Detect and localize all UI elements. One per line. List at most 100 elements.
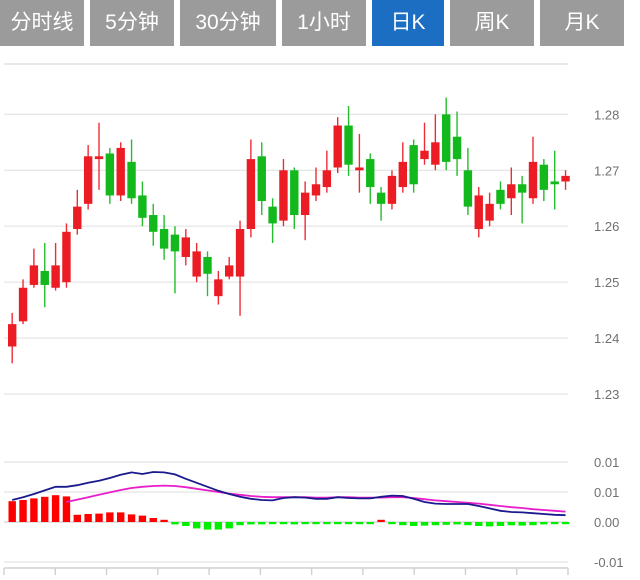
macd-histogram-bar [431, 522, 440, 526]
candle-body [159, 229, 169, 249]
macd-histogram-bar [475, 522, 483, 526]
candle-body [311, 184, 321, 196]
price-tick-label: 1.27 [594, 163, 619, 178]
candle-body [290, 170, 299, 216]
macd-histogram-bar [323, 522, 331, 525]
candle-body [279, 170, 288, 221]
candle-body [127, 161, 136, 199]
price-tick-label: 1.23 [594, 387, 619, 402]
timeframe-tab-bar: 分时线 5分钟 30分钟 1小时 日K 周K 月K [0, 0, 640, 48]
macd-histogram-bar [236, 522, 244, 526]
candle-body [409, 145, 418, 185]
candle-body [18, 287, 28, 322]
macd-histogram-bar [290, 522, 298, 525]
macd-histogram-bar [117, 512, 125, 522]
candle-body [83, 156, 93, 204]
macd-histogram-bar [312, 522, 320, 525]
timeframe-tab-label: 月K [564, 11, 600, 34]
macd-histogram-bar [529, 522, 537, 526]
macd-histogram-bar [171, 522, 179, 525]
price-tick-label: 1.28 [594, 107, 619, 122]
candle-body [235, 229, 245, 277]
macd-histogram-bar [203, 522, 212, 530]
macd-tick-label: 0.01 [594, 455, 619, 470]
candle-body [463, 170, 473, 207]
timeframe-tab-6[interactable]: 月K [540, 0, 624, 46]
candle-body [214, 279, 223, 297]
timeframe-tab-label: 周K [474, 11, 510, 34]
candle-body [73, 206, 82, 230]
macd-histogram-bar [268, 522, 277, 525]
candle-body [322, 170, 332, 188]
macd-histogram-bar [127, 514, 136, 522]
timeframe-tab-2[interactable]: 30分钟 [180, 0, 276, 46]
macd-histogram-bar [225, 522, 233, 529]
candle-body [203, 256, 212, 274]
macd-gridlines [4, 461, 568, 563]
macd-histogram-bar [149, 518, 157, 522]
macd-histogram-bar [366, 522, 374, 525]
candle-body [376, 192, 386, 204]
macd-histogram-bar [540, 522, 548, 525]
macd-histogram-bar [19, 500, 27, 522]
price-and-macd-chart: 1.28 1.27 1.26 1.25 1.24 1.23 0.01 0.01 0.00 -0.… [3, 63, 624, 575]
macd-axis-labels: 0.01 0.01 0.00 -0.01 [594, 455, 624, 570]
candle-body [431, 142, 440, 165]
macd-histogram-bar [214, 522, 223, 530]
timeframe-tab-label: 5分钟 [105, 11, 159, 34]
price-tick-label: 1.24 [594, 331, 619, 346]
macd-histogram-bar [106, 512, 114, 522]
macd-histogram-bar [551, 522, 559, 525]
macd-histogram-bar [518, 522, 526, 526]
macd-histogram-bar [301, 522, 309, 525]
candle-body [29, 265, 39, 285]
candle-body [225, 265, 234, 277]
macd-histogram-bar [409, 522, 418, 526]
macd-histogram-bar [464, 522, 472, 526]
timeframe-tab-1[interactable]: 5分钟 [90, 0, 174, 46]
macd-histogram-bar [160, 519, 168, 522]
price-axis-labels: 1.28 1.27 1.26 1.25 1.24 1.23 [594, 107, 619, 402]
x-axis [3, 567, 569, 575]
candle-body [333, 125, 342, 168]
candle-body [442, 114, 451, 162]
timeframe-tab-label: 30分钟 [195, 11, 261, 34]
candlestick-series [8, 97, 570, 364]
macd-histogram-bar [8, 501, 16, 522]
chart-container: 1.28 1.27 1.26 1.25 1.24 1.23 0.01 0.01 0.00 -0.… [0, 48, 640, 580]
macd-histogram-bar [453, 522, 461, 525]
macd-tick-label: 0.00 [594, 515, 619, 530]
macd-histogram-bar [84, 514, 92, 522]
candle-body [62, 231, 71, 283]
candle-body [355, 167, 364, 171]
price-gridlines [4, 63, 568, 395]
candle-body [138, 195, 147, 218]
macd-histogram-bar [344, 522, 353, 525]
candle-body [485, 203, 494, 221]
timeframe-tab-0[interactable]: 分时线 [0, 0, 84, 46]
timeframe-tab-3[interactable]: 1小时 [282, 0, 366, 46]
candle-body [105, 153, 115, 196]
candle-body [387, 175, 397, 204]
macd-histogram [8, 495, 570, 530]
candle-body [51, 265, 60, 288]
candle-body [474, 195, 483, 230]
candle-body [398, 161, 407, 188]
macd-histogram-bar [377, 519, 385, 522]
macd-tick-label: -0.01 [594, 555, 624, 570]
macd-histogram-bar [334, 522, 342, 525]
candle-body [300, 192, 310, 216]
timeframe-tab-5[interactable]: 周K [450, 0, 534, 46]
macd-dea-line [66, 484, 566, 513]
timeframe-tab-label: 分时线 [10, 11, 74, 34]
candle-body [420, 150, 429, 160]
macd-histogram-bar [182, 522, 190, 526]
candle-body [246, 159, 256, 230]
candle-body [181, 237, 190, 257]
candle-body [452, 136, 462, 160]
macd-histogram-bar [51, 495, 60, 522]
price-tick-label: 1.26 [594, 219, 619, 234]
timeframe-tab-4[interactable]: 日K [372, 0, 444, 46]
macd-histogram-bar [561, 522, 570, 525]
macd-histogram-bar [258, 522, 266, 525]
